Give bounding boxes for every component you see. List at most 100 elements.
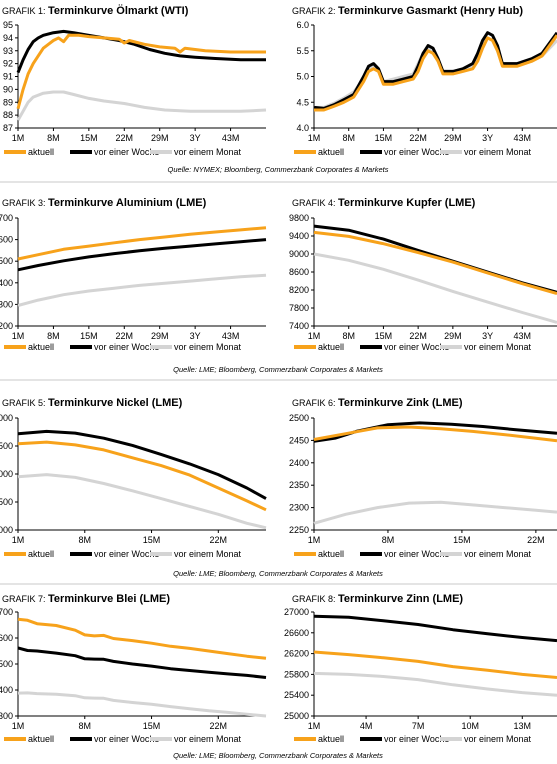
x-tick-label: 8M	[342, 331, 355, 341]
y-tick-label: 91	[3, 72, 13, 82]
legend-label-monat: vor einem Monat	[464, 342, 532, 352]
x-tick-label: 7M	[412, 721, 425, 731]
y-tick-label: 7800	[289, 303, 309, 313]
legend-label-monat: vor einem Monat	[174, 147, 242, 157]
x-tick-label: 15M	[143, 535, 161, 545]
y-tick-label: 8200	[289, 285, 309, 295]
x-tick-label: 3Y	[190, 133, 201, 143]
y-tick-label: 2700	[0, 213, 13, 223]
source-note: Quelle: LME; Bloomberg, Commerzbank Corp…	[173, 569, 383, 578]
series-line-monat	[17, 473, 267, 530]
x-tick-label: 29M	[151, 331, 169, 341]
x-tick-label: 3Y	[482, 331, 493, 341]
y-tick-label: 2600	[0, 235, 13, 245]
chart-title-prefix: GRAFIK 1:	[2, 6, 48, 16]
series-line-monat	[17, 273, 267, 307]
series-line-aktuell	[314, 34, 557, 112]
chart-title-text: Terminkurve Ölmarkt (WTI)	[48, 4, 189, 17]
y-tick-label: 25400	[284, 690, 309, 700]
legend-label-aktuell: aktuell	[28, 734, 54, 744]
series-line-aktuell	[17, 440, 267, 512]
y-tick-label: 4.5	[296, 97, 309, 107]
y-tick-label: 8600	[289, 267, 309, 277]
chart-title-text: Terminkurve Zinn (LME)	[338, 593, 463, 605]
legend-label-aktuell: aktuell	[28, 147, 54, 157]
series-line-aktuell	[313, 230, 557, 296]
legend-label-woche: vor einer Woche	[94, 734, 159, 744]
chart-title-prefix: GRAFIK 5:	[2, 398, 48, 408]
legend-label-woche: vor einer Woche	[94, 549, 159, 559]
series-line-woche	[17, 238, 267, 272]
legend-label-monat: vor einem Monat	[174, 549, 242, 559]
x-tick-label: 43M	[222, 331, 240, 341]
chart-title: GRAFIK 2: Terminkurve Gasmarkt (Henry Hu…	[292, 5, 523, 17]
x-tick-label: 1M	[308, 331, 321, 341]
chart-title: GRAFIK 6: Terminkurve Zink (LME)	[292, 397, 463, 409]
chart-title: GRAFIK 8: Terminkurve Zinn (LME)	[292, 593, 463, 605]
legend-label-aktuell: aktuell	[318, 734, 344, 744]
chart-title-prefix: GRAFIK 2:	[292, 6, 338, 16]
y-tick-label: 25000	[0, 413, 13, 423]
legend-label-aktuell: aktuell	[318, 342, 344, 352]
y-tick-label: 94	[3, 33, 13, 43]
y-tick-label: 2500	[0, 256, 13, 266]
y-tick-label: 2250	[289, 525, 309, 535]
x-tick-label: 8M	[79, 535, 92, 545]
legend-label-aktuell: aktuell	[318, 147, 344, 157]
series-line-aktuell	[313, 425, 557, 443]
chart-title-text: Terminkurve Aluminium (LME)	[48, 197, 207, 209]
legend-label-woche: vor einer Woche	[384, 342, 449, 352]
x-tick-label: 29M	[151, 133, 169, 143]
chart-title-text: Terminkurve Kupfer (LME)	[338, 197, 476, 209]
y-tick-label: 26200	[284, 649, 309, 659]
series-line-woche	[313, 614, 557, 643]
chart-panel: GRAFIK 2: Terminkurve Gasmarkt (Henry Hu…	[292, 5, 557, 157]
source-note: Quelle: LME; Bloomberg, Commerzbank Corp…	[173, 751, 383, 760]
x-tick-label: 22M	[116, 331, 134, 341]
x-tick-label: 15M	[453, 535, 471, 545]
chart-panels: GRAFIK 1: Terminkurve Ölmarkt (WTI) 87 88 8…	[0, 4, 557, 744]
series-line-monat	[16, 90, 267, 122]
legend-label-woche: vor einer Woche	[94, 147, 159, 157]
legend-label-monat: vor einem Monat	[174, 734, 242, 744]
x-tick-label: 43M	[514, 331, 532, 341]
chart-title-text: Terminkurve Zink (LME)	[338, 397, 463, 409]
y-tick-label: 95	[3, 20, 13, 30]
chart-panel: GRAFIK 7: Terminkurve Blei (LME) 2300 2400…	[0, 593, 267, 744]
y-tick-label: 6.0	[296, 20, 309, 30]
x-tick-label: 43M	[222, 133, 240, 143]
source-note: Quelle: LME; Bloomberg, Commerzbank Corp…	[173, 365, 383, 374]
x-tick-label: 1M	[12, 133, 25, 143]
y-tick-label: 27000	[284, 607, 309, 617]
x-tick-label: 1M	[308, 133, 321, 143]
x-tick-label: 1M	[308, 535, 321, 545]
x-tick-label: 15M	[80, 133, 98, 143]
x-tick-label: 22M	[210, 535, 228, 545]
x-tick-label: 1M	[12, 331, 25, 341]
x-tick-label: 1M	[12, 535, 25, 545]
y-tick-label: 7400	[289, 321, 309, 331]
series-line-woche	[17, 646, 267, 679]
chart-title: GRAFIK 1: Terminkurve Ölmarkt (WTI)	[2, 4, 189, 17]
y-tick-label: 90	[3, 84, 13, 94]
legend-label-monat: vor einem Monat	[464, 147, 532, 157]
x-tick-label: 8M	[342, 133, 355, 143]
chart-panel: GRAFIK 6: Terminkurve Zink (LME) 2250 2300…	[289, 397, 557, 559]
x-tick-label: 8M	[47, 331, 60, 341]
legend-label-woche: vor einer Woche	[94, 342, 159, 352]
legend-label-aktuell: aktuell	[28, 342, 54, 352]
y-tick-label: 2500	[289, 413, 309, 423]
y-tick-label: 2400	[289, 458, 309, 468]
series-line-monat	[313, 500, 557, 525]
y-tick-label: 9000	[289, 249, 309, 259]
chart-title-text: Terminkurve Nickel (LME)	[48, 397, 183, 409]
y-tick-label: 2300	[0, 299, 13, 309]
chart-panel: GRAFIK 5: Terminkurve Nickel (LME) 23000 2…	[0, 397, 267, 559]
chart-title: GRAFIK 3: Terminkurve Aluminium (LME)	[2, 197, 207, 209]
x-tick-label: 8M	[79, 721, 92, 731]
x-tick-label: 8M	[47, 133, 60, 143]
y-tick-label: 24000	[0, 469, 13, 479]
series-line-monat	[313, 252, 557, 324]
y-tick-label: 25800	[284, 669, 309, 679]
